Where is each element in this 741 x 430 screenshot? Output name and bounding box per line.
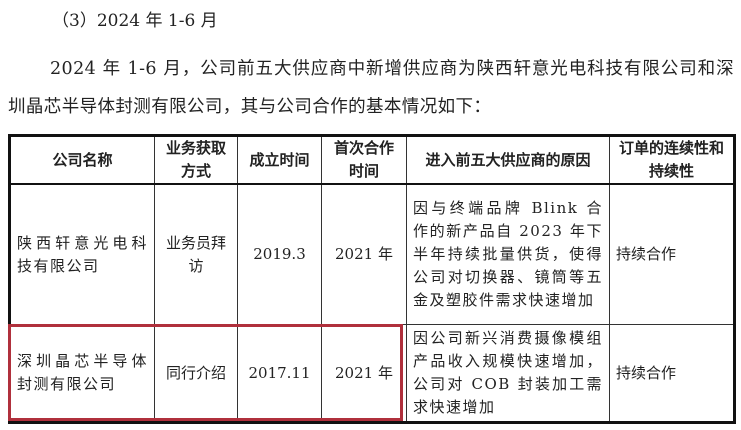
cell-first-cooperation: 2021 年 bbox=[321, 183, 407, 325]
header-continuity: 订单的连续性和持续性 bbox=[609, 135, 735, 185]
section-heading: （3）2024 年 1-6 月 bbox=[52, 11, 218, 31]
header-first-cooperation: 首次合作时间 bbox=[321, 135, 407, 185]
header-founded: 成立时间 bbox=[237, 135, 322, 185]
table-row: 深圳晶芯半导体封测有限公司 同行介绍 2017.11 2021 年 因公司新兴消… bbox=[9, 324, 735, 423]
header-company-name: 公司名称 bbox=[9, 135, 155, 185]
supplier-table: 公司名称 业务获取方式 成立时间 首次合作时间 进入前五大供应商的原因 订单的连… bbox=[8, 134, 736, 424]
cell-first-cooperation: 2021 年 bbox=[321, 324, 407, 423]
table-row: 陕西轩意光电科技有限公司 业务员拜访 2019.3 2021 年 因与终端品牌 … bbox=[9, 183, 735, 325]
cell-company-name: 深圳晶芯半导体封测有限公司 bbox=[9, 324, 155, 423]
cell-reason: 因与终端品牌 Blink 合作的新产品自 2023 年下半年持续批量供货，使得公… bbox=[406, 183, 610, 325]
cell-founded: 2019.3 bbox=[237, 183, 322, 325]
header-acquisition-method: 业务获取方式 bbox=[154, 135, 238, 185]
cell-continuity: 持续合作 bbox=[609, 324, 735, 423]
cell-founded: 2017.11 bbox=[237, 324, 322, 423]
cell-continuity: 持续合作 bbox=[609, 183, 735, 325]
cell-reason: 因公司新兴消费摄像模组产品收入规模快速增加，公司对 COB 封装加工需求快速增加 bbox=[406, 324, 610, 423]
cell-acquisition-method: 业务员拜访 bbox=[154, 183, 238, 325]
table-header-row: 公司名称 业务获取方式 成立时间 首次合作时间 进入前五大供应商的原因 订单的连… bbox=[9, 135, 735, 185]
cell-acquisition-method: 同行介绍 bbox=[154, 324, 238, 423]
body-paragraph: 2024 年 1-6 月，公司前五大供应商中新增供应商为陕西轩意光电科技有限公司… bbox=[8, 59, 734, 117]
header-reason: 进入前五大供应商的原因 bbox=[406, 135, 610, 185]
cell-company-name: 陕西轩意光电科技有限公司 bbox=[9, 183, 155, 325]
